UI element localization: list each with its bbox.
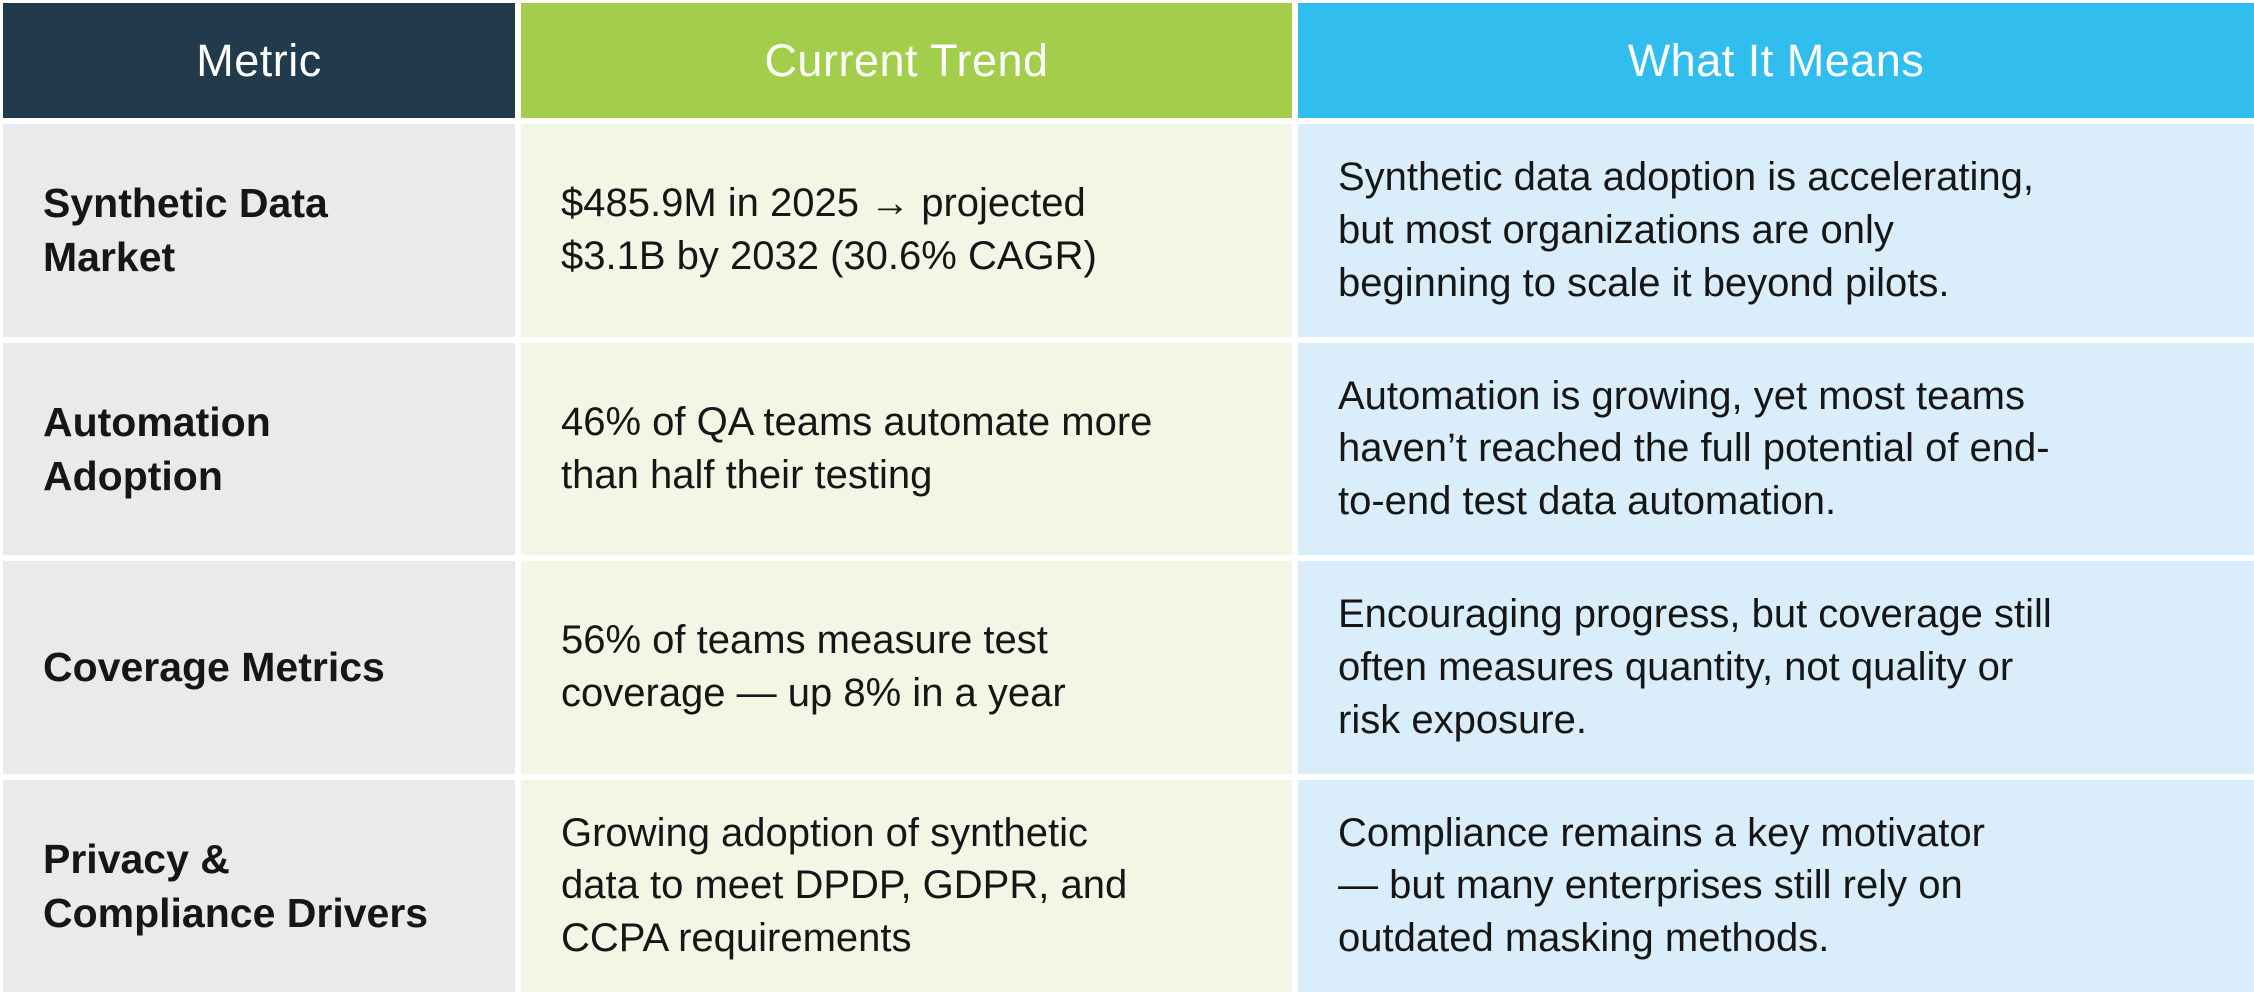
- header-cell-what-it-means: What It Means: [1298, 3, 2254, 118]
- trend-text: 56% of teams measure test coverage — up …: [561, 618, 1066, 716]
- header-cell-current-trend: Current Trend: [521, 3, 1292, 118]
- table-row-3-trend: 56% of teams measure test coverage — up …: [521, 561, 1292, 774]
- table-row-3-meaning: Encouraging progress, but coverage still…: [1298, 561, 2254, 774]
- table-row-1-metric: Synthetic Data Market: [3, 124, 515, 337]
- metric-label: Privacy & Compliance Drivers: [43, 835, 429, 936]
- meaning-text: Synthetic data adoption is accelerating,…: [1338, 155, 2034, 305]
- table-row-4-trend: Growing adoption of synthetic data to me…: [521, 779, 1292, 992]
- trend-text: 46% of QA teams automate more than half …: [561, 399, 1153, 497]
- table-row-1-meaning: Synthetic data adoption is accelerating,…: [1298, 124, 2254, 337]
- metric-label: Coverage Metrics: [43, 644, 385, 691]
- metric-label: Automation Adoption: [43, 398, 271, 499]
- header-label-current-trend: Current Trend: [764, 34, 1049, 86]
- meaning-text: Compliance remains a key motivator — but…: [1338, 810, 1985, 961]
- table-row-4-meaning: Compliance remains a key motivator — but…: [1298, 779, 2254, 992]
- table-row-2-metric: Automation Adoption: [3, 342, 515, 555]
- table-row-2-meaning: Automation is growing, yet most teams ha…: [1298, 342, 2254, 555]
- table-row-2-trend: 46% of QA teams automate more than half …: [521, 342, 1292, 555]
- meaning-text: Automation is growing, yet most teams ha…: [1338, 373, 2050, 524]
- trend-text: $485.9M in 2025 → projected $3.1B by 203…: [561, 181, 1097, 279]
- table-row-4-metric: Privacy & Compliance Drivers: [3, 779, 515, 992]
- meaning-text: Encouraging progress, but coverage still…: [1338, 592, 2052, 742]
- metric-label: Synthetic Data Market: [43, 180, 328, 281]
- table-row-1-trend: $485.9M in 2025 → projected $3.1B by 203…: [521, 124, 1292, 337]
- header-cell-metric: Metric: [3, 3, 515, 118]
- trend-text: Growing adoption of synthetic data to me…: [561, 810, 1128, 961]
- table-row-3-metric: Coverage Metrics: [3, 561, 515, 774]
- header-label-what-it-means: What It Means: [1627, 34, 1925, 86]
- header-label-metric: Metric: [196, 34, 322, 86]
